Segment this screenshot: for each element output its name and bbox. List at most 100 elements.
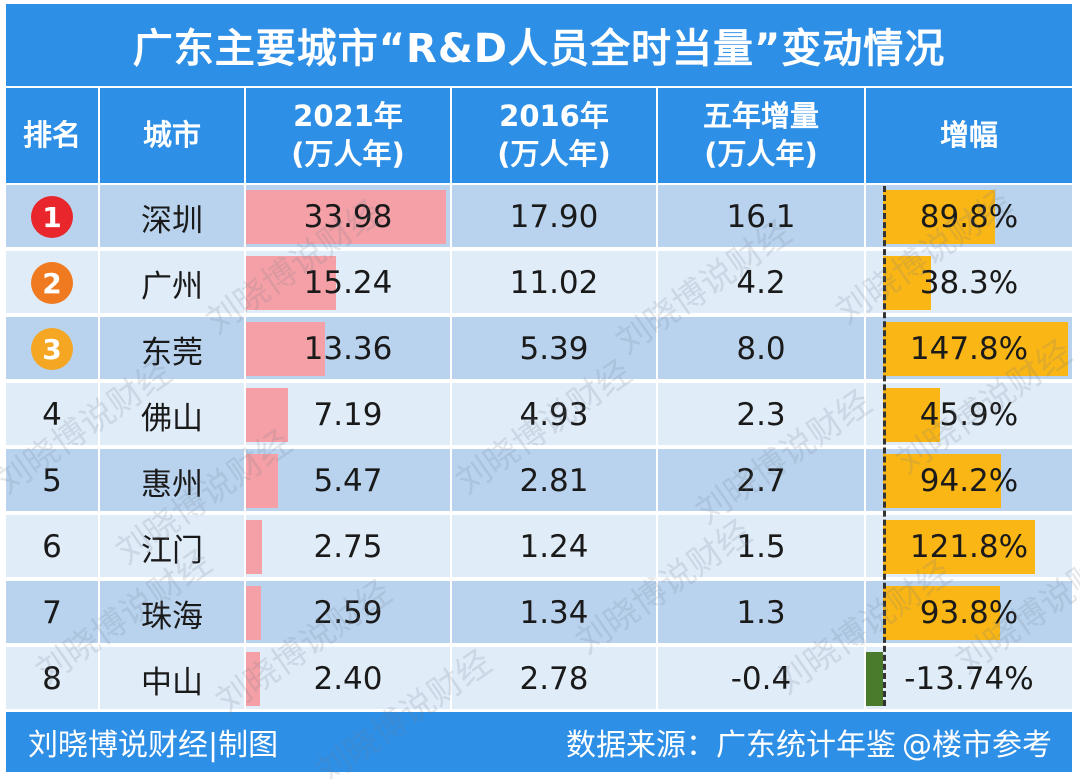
footer-credit: 刘晓博说财经|制图: [28, 728, 279, 763]
value-2021-label: 33.98: [303, 199, 393, 235]
value-2016-label: 1.34: [519, 595, 589, 631]
footer-source: 数据来源：广东统计年鉴 @楼市参考: [566, 712, 1052, 772]
city-cell: 惠州: [100, 449, 246, 513]
city-label: 中山: [141, 664, 203, 701]
value-2021-label: 2.59: [313, 595, 383, 631]
bar-growth: [883, 586, 1001, 640]
increase-cell: 2.3: [658, 383, 866, 447]
bar-growth: [883, 322, 1068, 376]
header-2016: 2016年 (万人年): [452, 88, 658, 183]
growth-cell: 38.3%: [866, 251, 1072, 315]
table-header: 排名 城市 2021年 (万人年) 2016年 (万人年) 五年增量 (万人年)…: [6, 88, 1072, 183]
rank-cell: 2: [6, 251, 100, 315]
bar-growth: [883, 454, 1001, 508]
increase-label: 4.2: [736, 265, 786, 301]
city-cell: 中山: [100, 647, 246, 711]
header-2021: 2021年 (万人年): [246, 88, 452, 183]
growth-cell: 93.8%: [866, 581, 1072, 645]
header-city-label: 城市: [142, 117, 201, 152]
table-row: 1 深圳 33.98 17.90 16.1 89.8%: [6, 183, 1072, 249]
table-row: 6 江门 2.75 1.24 1.5 121.8%: [6, 513, 1072, 579]
increase-label: 8.0: [736, 331, 786, 367]
value-2016-cell: 2.81: [452, 449, 658, 513]
table-row: 4 佛山 7.19 4.93 2.3 45.9%: [6, 381, 1072, 447]
increase-label: 2.7: [736, 463, 786, 499]
value-2016-label: 11.02: [509, 265, 599, 301]
bar-2021: [246, 652, 261, 706]
value-2016-label: 1.24: [519, 529, 589, 565]
city-cell: 深圳: [100, 185, 246, 249]
rank-cell: 3: [6, 317, 100, 381]
header-2016-label: 2016年: [499, 98, 609, 133]
value-2016-cell: 4.93: [452, 383, 658, 447]
rank-label: 5: [42, 463, 62, 499]
value-2016-cell: 1.34: [452, 581, 658, 645]
increase-label: 16.1: [726, 199, 796, 235]
value-2016-label: 2.78: [519, 661, 589, 697]
growth-cell: 89.8%: [866, 185, 1072, 249]
value-2016-cell: 11.02: [452, 251, 658, 315]
bar-growth: [883, 520, 1036, 574]
header-city: 城市: [100, 88, 246, 183]
value-2016-cell: 17.90: [452, 185, 658, 249]
table-row: 3 东莞 13.36 5.39 8.0 147.8%: [6, 315, 1072, 381]
city-cell: 广州: [100, 251, 246, 315]
value-2021-cell: 2.75: [246, 515, 452, 579]
value-2021-cell: 15.24: [246, 251, 452, 315]
bar-growth: [883, 190, 996, 244]
growth-label: 147.8%: [909, 331, 1029, 367]
city-label: 广州: [141, 268, 203, 305]
rank-label: 7: [42, 595, 62, 631]
rank-medal-icon: 1: [31, 196, 73, 238]
bar-2021: [246, 586, 262, 640]
growth-label: -13.74%: [904, 661, 1034, 697]
header-growth: 增幅: [866, 88, 1072, 183]
city-cell: 江门: [100, 515, 246, 579]
rank-medal-icon: 3: [31, 328, 73, 370]
header-2021-label: 2021年: [293, 98, 403, 133]
growth-cell: 121.8%: [866, 515, 1072, 579]
bar-growth: [883, 388, 941, 442]
value-2021-label: 2.40: [313, 661, 383, 697]
rank-cell: 1: [6, 185, 100, 249]
value-2021-cell: 2.59: [246, 581, 452, 645]
rank-label: 8: [42, 661, 62, 697]
growth-cell: -13.74%: [865, 647, 1072, 711]
growth-label: 38.3%: [919, 265, 1019, 301]
table-row: 8 中山 2.40 2.78 -0.4 -13.74%: [6, 645, 1072, 711]
growth-label: 93.8%: [919, 595, 1019, 631]
table-row: 2 广州 15.24 11.02 4.2 38.3%: [6, 249, 1072, 315]
value-2021-label: 2.75: [313, 529, 383, 565]
bar-2021: [246, 520, 263, 574]
value-2021-label: 13.36: [303, 331, 393, 367]
growth-label: 45.9%: [919, 397, 1019, 433]
value-2021-cell: 5.47: [246, 449, 452, 513]
city-cell: 东莞: [100, 317, 246, 381]
value-2016-label: 17.90: [509, 199, 599, 235]
value-2016-cell: 1.24: [452, 515, 658, 579]
header-increase-label: 五年增量: [702, 98, 819, 133]
value-2016-label: 2.81: [519, 463, 589, 499]
increase-label: 2.3: [736, 397, 786, 433]
rank-label: 6: [42, 529, 62, 565]
header-2021-unit: (万人年): [291, 136, 405, 171]
growth-label: 89.8%: [919, 199, 1019, 235]
rank-medal-icon: 2: [31, 262, 73, 304]
city-cell: 佛山: [100, 383, 246, 447]
bar-2021: [246, 454, 279, 508]
city-label: 珠海: [141, 598, 203, 635]
rank-cell: 8: [6, 647, 100, 711]
rank-cell: 5: [6, 449, 100, 513]
footer: 刘晓博说财经|制图 数据来源：广东统计年鉴 @楼市参考: [6, 712, 1072, 772]
rank-cell: 4: [6, 383, 100, 447]
footer-logo: @楼市参考: [902, 728, 1052, 763]
bar-growth: [865, 652, 883, 706]
value-2016-label: 4.93: [519, 397, 589, 433]
growth-cell: 147.8%: [866, 317, 1072, 381]
value-2021-cell: 33.98: [246, 185, 452, 249]
growth-label: 94.2%: [919, 463, 1019, 499]
city-label: 东莞: [141, 334, 203, 371]
increase-label: 1.3: [736, 595, 786, 631]
rank-cell: 6: [6, 515, 100, 579]
header-growth-label: 增幅: [939, 117, 998, 152]
